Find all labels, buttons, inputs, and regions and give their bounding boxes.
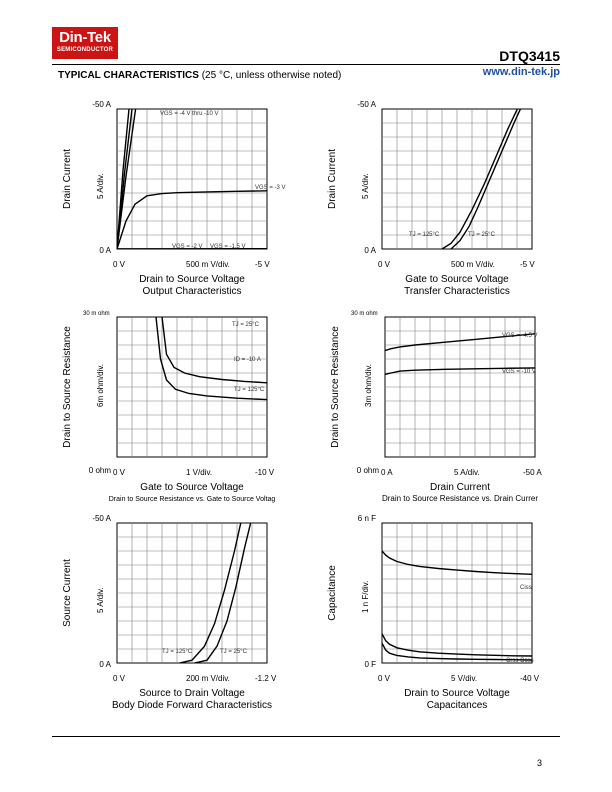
series-line bbox=[441, 109, 519, 249]
series-line bbox=[382, 550, 532, 575]
series-annotation: VGS = -2 V bbox=[172, 244, 203, 250]
logo-name: Din-Tek bbox=[59, 29, 111, 46]
company-logo: Din-Tek SEMICONDUCTOR bbox=[52, 27, 118, 59]
x-tick-label: 500 m V/div. bbox=[186, 260, 230, 269]
x-tick-label: 0 V bbox=[113, 468, 126, 477]
series-line bbox=[385, 333, 535, 352]
series-annotation: TJ = 25°C bbox=[232, 322, 260, 328]
chart-title: Output Characteristics bbox=[143, 286, 242, 297]
x-axis-title: Gate to Source Voltage bbox=[405, 274, 509, 285]
x-tick-label: 5 A/div. bbox=[454, 468, 480, 477]
series-annotation: TJ = 125°C bbox=[409, 232, 440, 238]
section-condition: (25 °C, unless otherwise noted) bbox=[201, 70, 342, 81]
series-annotation: TJ = 125°C bbox=[162, 649, 193, 655]
y-axis-title-drain-current: Drain Current bbox=[327, 149, 338, 209]
website-link[interactable]: www.din-tek.jp bbox=[482, 66, 560, 78]
y-tick-label: 1 n F/div. bbox=[361, 581, 370, 613]
chart-title: Drain to Source Resistance vs. Drain Cur… bbox=[382, 494, 538, 503]
series-annotation: VGS = -1.5 V bbox=[210, 244, 246, 250]
section-title: TYPICAL CHARACTERISTICS bbox=[58, 70, 199, 81]
x-tick-label: -1.2 V bbox=[255, 674, 277, 683]
y-tick-label: 5 A/div. bbox=[361, 173, 370, 199]
x-tick-label: 200 m V/div. bbox=[186, 674, 230, 683]
x-tick-label: 500 m V/div. bbox=[451, 260, 495, 269]
series-line bbox=[450, 109, 522, 249]
header-rule bbox=[52, 64, 560, 65]
y-tick-label: 5 A/div. bbox=[96, 587, 105, 613]
x-tick-label: 0 V bbox=[113, 674, 126, 683]
x-tick-label: -5 V bbox=[520, 260, 535, 269]
y-tick-label: 6m ohm/div. bbox=[96, 364, 105, 407]
y-tick-label: 6 n F bbox=[358, 514, 376, 523]
series-annotation: Crss Coss bbox=[506, 658, 534, 664]
y-tick-label: -50 A bbox=[92, 100, 111, 109]
chart-title: Body Diode Forward Characteristics bbox=[112, 700, 272, 711]
y-tick-label: 0 ohm bbox=[89, 466, 112, 475]
x-axis-title: Drain to Source Voltage bbox=[139, 274, 245, 285]
y-tick-label: 30 m ohm bbox=[83, 311, 110, 317]
chart-title: Drain to Source Resistance vs. Gate to S… bbox=[109, 496, 276, 503]
series-line bbox=[179, 523, 242, 663]
y-axis-title-source-current: Source Current bbox=[62, 559, 73, 627]
y-tick-label: 3m ohm/div. bbox=[364, 364, 373, 407]
series-annotation: TJ = 125°C bbox=[234, 387, 265, 393]
x-tick-label: -50 A bbox=[523, 468, 542, 477]
x-tick-label: -40 V bbox=[520, 674, 540, 683]
x-tick-label: -10 V bbox=[255, 468, 275, 477]
y-tick-label: 0 ohm bbox=[357, 466, 380, 475]
series-line bbox=[155, 317, 267, 401]
chart-title: Capacitances bbox=[427, 700, 488, 711]
x-axis-title: Drain to Source Voltage bbox=[404, 688, 510, 699]
x-axis-title: Source to Drain Voltage bbox=[139, 688, 245, 699]
x-tick-label: 0 A bbox=[381, 468, 393, 477]
logo-subtitle: SEMICONDUCTOR bbox=[56, 47, 114, 53]
series-line bbox=[382, 642, 532, 661]
y-axis-title-rds-on: Drain to Source Resistance bbox=[330, 326, 341, 448]
y-axis-title-drain-current: Drain Current bbox=[62, 149, 73, 209]
x-tick-label: 0 V bbox=[378, 674, 391, 683]
part-number: DTQ3415 bbox=[499, 48, 560, 64]
series-annotation: TJ = 25°C bbox=[468, 232, 496, 238]
x-tick-label: 0 V bbox=[113, 260, 126, 269]
series-annotation: VGS = -4.5 V bbox=[502, 333, 538, 339]
y-axis-title-capacitance: Capacitance bbox=[327, 565, 338, 621]
series-annotation: VGS = -10 V bbox=[502, 369, 536, 375]
y-tick-label: 5 A/div. bbox=[96, 173, 105, 199]
x-tick-label: 5 V/div. bbox=[451, 674, 477, 683]
x-axis-title: Drain Current bbox=[430, 482, 490, 493]
y-tick-label: 30 m ohm bbox=[351, 311, 378, 317]
footer-rule bbox=[52, 736, 560, 737]
section-heading: TYPICAL CHARACTERISTICS (25 °C, unless o… bbox=[58, 70, 341, 81]
series-line bbox=[385, 367, 535, 376]
series-line bbox=[194, 523, 252, 663]
series-annotation: TJ = 25°C bbox=[220, 649, 248, 655]
series-line bbox=[161, 317, 267, 384]
series-line bbox=[382, 633, 532, 657]
y-tick-label: -50 A bbox=[92, 514, 111, 523]
y-tick-label: 0 F bbox=[364, 660, 376, 669]
series-annotation: VGS = -4 V thru -10 V bbox=[160, 111, 219, 117]
series-line bbox=[117, 190, 267, 249]
x-tick-label: 0 V bbox=[378, 260, 391, 269]
x-axis-title: Gate to Source Voltage bbox=[140, 482, 244, 493]
page-number: 3 bbox=[536, 758, 542, 768]
series-annotation: ID = -10 A bbox=[234, 357, 261, 363]
y-axis-title-rds-on: Drain to Source Resistance bbox=[62, 326, 73, 448]
series-line bbox=[117, 109, 137, 249]
chart-title: Transfer Characteristics bbox=[404, 286, 510, 297]
y-tick-label: -50 A bbox=[357, 100, 376, 109]
series-annotation: VGS = -3 V bbox=[255, 185, 286, 191]
x-tick-label: -5 V bbox=[255, 260, 270, 269]
y-tick-label: 0 A bbox=[364, 246, 376, 255]
series-annotation: Ciss bbox=[520, 585, 532, 591]
x-tick-label: 1 V/div. bbox=[186, 468, 212, 477]
y-tick-label: 0 A bbox=[99, 246, 111, 255]
y-tick-label: 0 A bbox=[99, 660, 111, 669]
